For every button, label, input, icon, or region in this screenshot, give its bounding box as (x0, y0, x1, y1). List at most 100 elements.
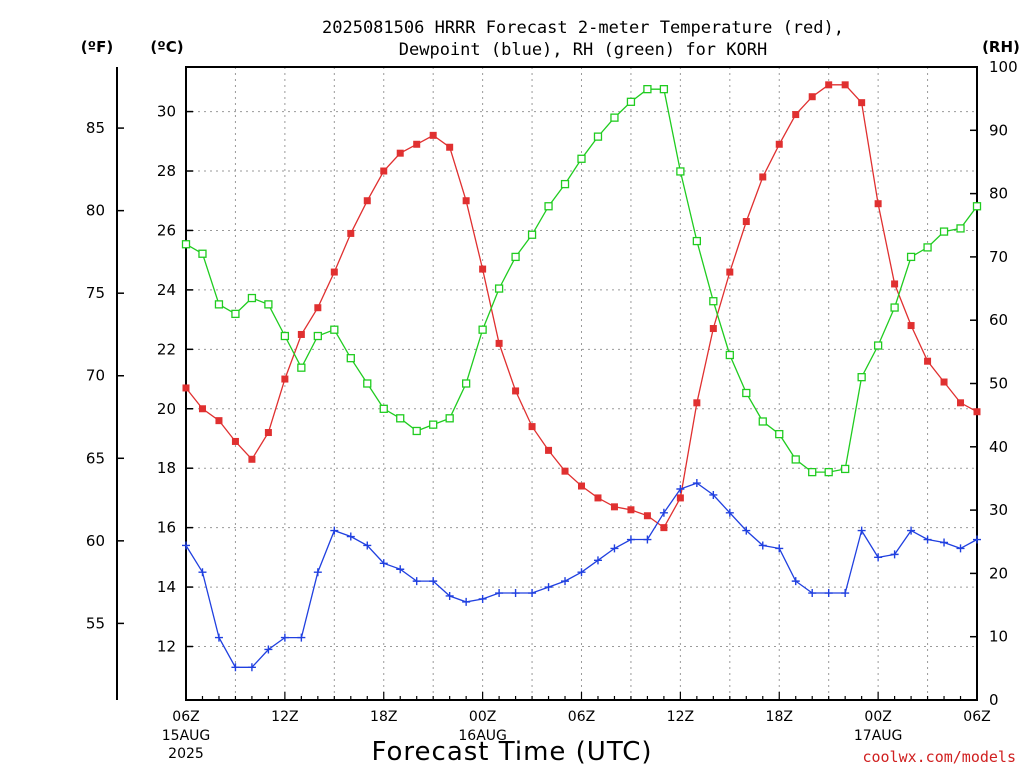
x-tick-label: 18Z (766, 709, 793, 725)
temperature-point (924, 357, 932, 365)
rh-point (346, 354, 355, 363)
rh-tick-label: 20 (989, 564, 1008, 582)
fahrenheit-unit-label: (ºF) (81, 38, 113, 56)
celsius-tick-label: 16 (157, 519, 176, 537)
temperature-point (495, 339, 503, 347)
rh-tick-label: 100 (989, 58, 1018, 76)
rh-point (758, 417, 767, 426)
rh-point (626, 97, 636, 106)
rh-tick-label: 90 (989, 121, 1008, 139)
celsius-tick-label: 28 (157, 162, 176, 180)
dewpoint-point (264, 645, 273, 654)
temperature-point (891, 280, 899, 288)
dewpoint-point (445, 591, 454, 600)
rh-point (676, 167, 685, 176)
fahrenheit-tick-label: 55 (86, 614, 105, 632)
temperature-point (792, 111, 800, 119)
x-tick-label: 12Z (271, 709, 298, 725)
temperature-point (347, 229, 355, 237)
rh-point (527, 230, 537, 239)
rh-tick-label: 10 (989, 628, 1008, 646)
temperature-point (330, 268, 338, 276)
fahrenheit-tick-label: 70 (86, 367, 105, 385)
dewpoint-point (725, 508, 734, 517)
rh-point (972, 202, 982, 211)
fahrenheit-tick-label: 80 (86, 202, 105, 220)
temperature-point (676, 494, 684, 502)
temperature-point (281, 375, 289, 383)
dewpoint-point (577, 568, 586, 577)
rh-point (808, 467, 817, 477)
temperature-point (396, 149, 404, 157)
dewpoint-point (214, 633, 223, 642)
dewpoint-point (742, 526, 751, 535)
dewpoint-point (907, 526, 916, 535)
dewpoint-point (297, 633, 306, 642)
rh-unit-label: (RH) (982, 38, 1020, 56)
temperature-point (610, 503, 618, 511)
temperature-point (528, 423, 536, 431)
rh-point (313, 331, 322, 341)
dewpoint-point (791, 577, 800, 586)
rh-point (429, 420, 438, 429)
rh-point (247, 293, 257, 303)
rh-point (511, 252, 520, 262)
dewpoint-point (626, 535, 635, 544)
rh-tick-label: 80 (989, 185, 1008, 203)
temperature-point (446, 143, 454, 151)
x-tick-label: 06Z (172, 709, 199, 725)
temperature-point (709, 325, 717, 333)
x-date-label: 16AUG (458, 728, 507, 744)
dewpoint-point (198, 568, 207, 577)
celsius-unit-label: (ºC) (150, 38, 183, 56)
dewpoint-point (923, 535, 932, 544)
rh-point (363, 379, 372, 388)
temperature-point (627, 506, 635, 514)
celsius-tick-label: 22 (157, 340, 176, 358)
rh-point (725, 350, 734, 360)
rh-point (593, 132, 603, 141)
rh-point (890, 303, 899, 312)
rh-point (264, 300, 273, 309)
dewpoint-point (857, 526, 866, 535)
dewpoint-point (231, 663, 240, 672)
rh-point (939, 227, 949, 236)
dewpoint-point (973, 535, 981, 544)
temperature-point (182, 384, 190, 392)
rh-point (214, 300, 224, 309)
dewpoint-point (709, 490, 718, 499)
dewpoint-point (593, 556, 602, 565)
chart-title-line2: Dewpoint (blue), RH (green) for KORH (399, 40, 767, 60)
celsius-tick-label: 12 (157, 638, 176, 656)
dewpoint-point (643, 535, 652, 544)
dewpoint-point (511, 589, 520, 598)
dewpoint-point (758, 541, 767, 550)
dewpoint-point (182, 541, 190, 550)
credit-label: coolwx.com/models (862, 748, 1016, 766)
rh-point (379, 404, 388, 413)
dewpoint-point (412, 577, 421, 586)
dewpoint-point (429, 577, 438, 586)
celsius-tick-label: 14 (157, 578, 176, 596)
temperature-point (808, 93, 816, 101)
dewpoint-point (956, 544, 965, 553)
x-tick-label: 06Z (568, 709, 595, 725)
x-tick-label: 06Z (963, 709, 990, 725)
temperature-point (957, 399, 965, 407)
rh-point (923, 243, 932, 252)
rh-point (280, 331, 290, 341)
temperature-point (775, 140, 783, 148)
dewpoint-point (824, 589, 833, 598)
dewpoint-point (808, 589, 817, 598)
rh-tick-label: 60 (989, 311, 1008, 329)
temperature-point (429, 131, 437, 139)
dewpoint-point (313, 568, 322, 577)
x-date-label: 17AUG (854, 728, 903, 744)
rh-point (396, 414, 405, 423)
rh-point (412, 426, 421, 436)
temperature-point (940, 378, 948, 386)
dewpoint-point (841, 589, 850, 598)
rh-point (577, 154, 586, 163)
temperature-point (462, 197, 470, 205)
